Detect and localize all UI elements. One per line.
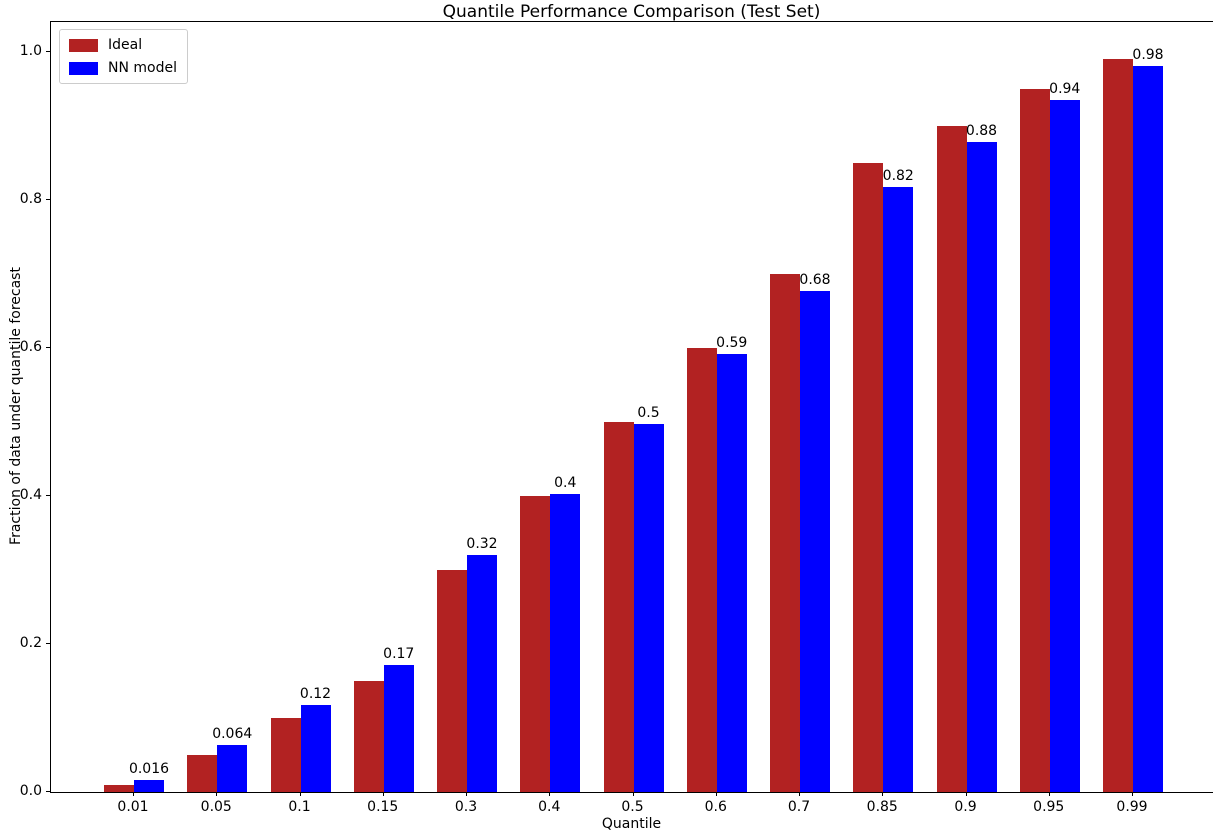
bar-nn-model-0.1: [300, 705, 331, 792]
bar-nn-model-0.9: [966, 141, 997, 792]
x-tick-label-0.9: 0.9: [954, 799, 977, 815]
x-tick-mark-0.4: [549, 792, 551, 796]
bar-value-label-0.9: 0.88: [965, 122, 998, 139]
x-tick-label-0.6: 0.6: [704, 799, 727, 815]
bar-value-label-0.3: 0.32: [466, 536, 498, 553]
x-tick-label-0.7: 0.7: [787, 799, 811, 815]
y-tick-mark-1.0: [46, 50, 50, 52]
bar-nn-model-0.15: [383, 665, 414, 792]
bar-ideal-0.01: [104, 784, 134, 792]
bar-nn-model-0.6: [716, 353, 747, 792]
x-tick-mark-0.99: [1132, 792, 1133, 796]
x-tick-label-0.4: 0.4: [538, 799, 561, 815]
legend-label: NN model: [108, 60, 177, 76]
bar-nn-model-0.7: [800, 290, 830, 792]
legend-swatch-ideal: [69, 38, 98, 52]
y-tick-label-0.0: 0.0: [19, 783, 42, 799]
y-tick-label-0.4: 0.4: [19, 486, 42, 503]
bar-nn-model-0.05: [217, 744, 248, 792]
x-tick-label-0.1: 0.1: [288, 799, 311, 815]
bar-value-label-0.85: 0.82: [882, 168, 914, 185]
y-tick-label-0.8: 0.8: [19, 190, 42, 207]
legend-label: Ideal: [108, 37, 143, 53]
legend-item-nn-model: NN model: [69, 60, 177, 76]
y-tick-label-0.2: 0.2: [19, 634, 42, 651]
bar-value-label-0.6: 0.59: [716, 334, 748, 351]
x-tick-mark-0.95: [1048, 792, 1050, 796]
y-tick-mark-0.8: [46, 198, 50, 200]
legend-swatch-nn-model: [69, 61, 98, 75]
x-tick-mark-0.15: [382, 792, 384, 796]
x-tick-label-0.3: 0.3: [454, 799, 478, 815]
bar-value-label-0.95: 0.94: [1049, 81, 1081, 98]
legend: Ideal NN model: [59, 29, 188, 84]
y-tick-label-0.6: 0.6: [19, 338, 42, 355]
chart-title: Quantile Performance Comparison (Test Se…: [442, 2, 821, 22]
x-axis-label: Quantile: [601, 816, 662, 832]
x-tick-mark-0.1: [299, 792, 301, 796]
bar-value-label-0.7: 0.68: [799, 271, 831, 288]
bar-ideal-0.1: [270, 717, 301, 792]
x-tick-label-0.01: 0.01: [117, 799, 149, 815]
x-tick-mark-0.01: [133, 792, 134, 796]
bar-nn-model-0.4: [550, 493, 581, 792]
bar-ideal-0.95: [1019, 88, 1050, 792]
x-tick-mark-0.05: [216, 792, 218, 796]
x-tick-mark-0.6: [715, 792, 717, 796]
bar-nn-model-0.85: [883, 187, 914, 792]
y-tick-mark-0.4: [46, 494, 50, 496]
bar-nn-model-0.95: [1049, 100, 1080, 792]
bar-ideal-0.3: [437, 569, 467, 792]
bar-ideal-0.7: [770, 273, 800, 792]
bar-value-label-0.01: 0.016: [128, 761, 170, 778]
bar-ideal-0.4: [520, 495, 551, 792]
bar-value-label-0.05: 0.064: [212, 725, 253, 742]
x-tick-mark-0.3: [466, 792, 467, 796]
plot-area: 0.016 0.064 0.12 0.17 0.32 0.4 0.5 0.59 0.68 0.82…: [50, 21, 1213, 793]
y-tick-mark-0.2: [46, 642, 50, 644]
bar-nn-model-0.5: [633, 424, 664, 792]
bar-value-label-0.15: 0.17: [383, 646, 415, 663]
bar-value-label-0.1: 0.12: [299, 686, 332, 703]
x-tick-label-0.5: 0.5: [621, 799, 644, 815]
bar-ideal-0.9: [936, 125, 967, 792]
bar-nn-model-0.01: [134, 780, 164, 792]
bar-nn-model-0.99: [1133, 65, 1163, 792]
x-tick-label-0.95: 0.95: [1033, 799, 1065, 815]
y-tick-mark-0.0: [46, 791, 50, 792]
y-tick-label-1.0: 1.0: [19, 42, 42, 59]
bar-nn-model-0.3: [467, 555, 497, 792]
x-tick-mark-0.7: [799, 792, 800, 796]
bar-value-label-0.4: 0.4: [554, 474, 577, 491]
x-tick-mark-0.85: [882, 792, 884, 796]
x-tick-label-0.85: 0.85: [866, 799, 898, 815]
bar-ideal-0.6: [686, 347, 717, 792]
x-tick-mark-0.9: [965, 792, 967, 796]
y-tick-mark-0.6: [46, 346, 50, 348]
x-tick-mark-0.5: [632, 792, 634, 796]
y-axis-label: Fraction of data under quantile forecast: [8, 267, 24, 545]
bar-value-label-0.99: 0.98: [1132, 46, 1164, 63]
bar-value-label-0.5: 0.5: [637, 405, 660, 422]
bar-ideal-0.05: [187, 754, 218, 792]
x-tick-label-0.99: 0.99: [1116, 799, 1148, 815]
bar-ideal-0.15: [353, 680, 384, 792]
bar-ideal-0.5: [603, 421, 634, 792]
bar-ideal-0.99: [1103, 59, 1133, 792]
x-tick-label-0.05: 0.05: [200, 799, 232, 815]
legend-item-ideal: Ideal: [69, 37, 177, 53]
x-tick-label-0.15: 0.15: [367, 799, 399, 815]
bar-ideal-0.85: [853, 162, 884, 792]
